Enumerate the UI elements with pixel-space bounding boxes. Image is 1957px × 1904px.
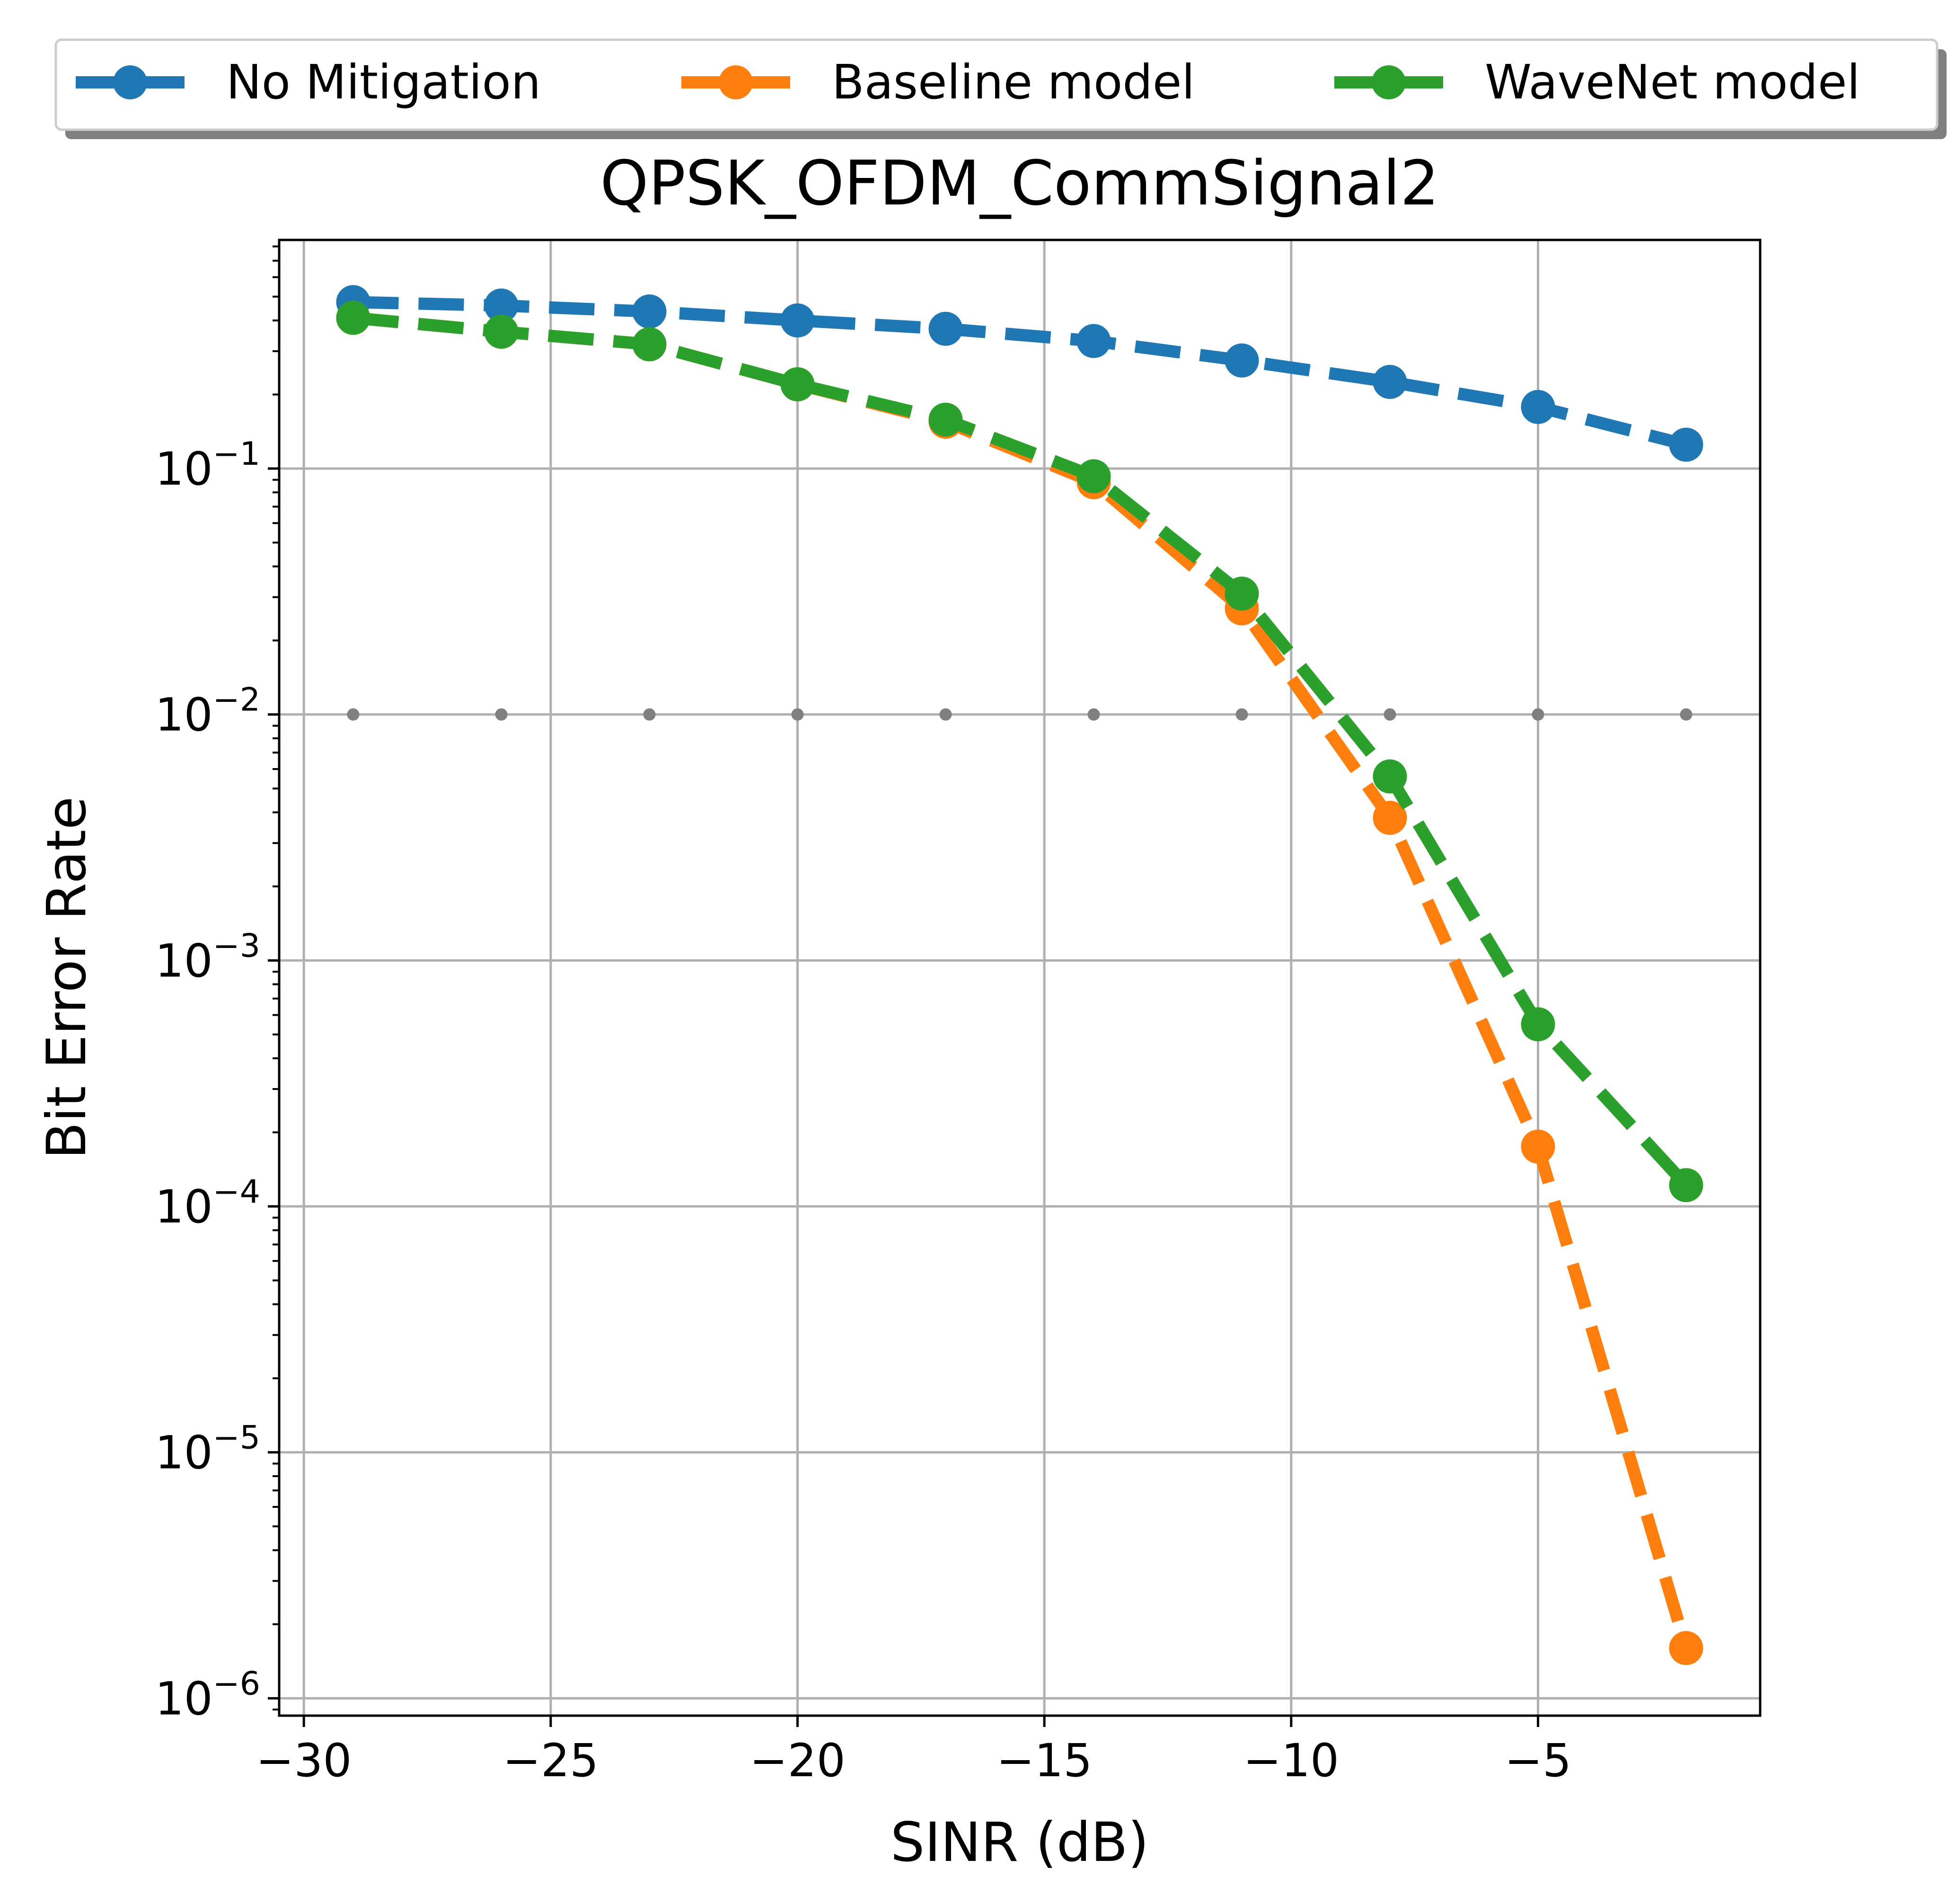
legend-entry: No Mitigation (76, 54, 541, 110)
y-tick-label: 10−3 (155, 927, 260, 987)
data-point (1521, 1129, 1555, 1164)
legend-label: No Mitigation (226, 54, 541, 110)
series-line (353, 311, 1691, 1189)
y-tick-label: 10−5 (155, 1419, 260, 1479)
data-point (780, 303, 815, 338)
grid (279, 240, 1760, 1716)
data-point (1521, 1007, 1555, 1042)
data-point (1669, 1168, 1703, 1203)
data-point (336, 301, 370, 335)
data-point (1225, 343, 1259, 378)
data-point (1669, 1631, 1703, 1665)
data-point (1225, 576, 1259, 611)
data-point (780, 367, 815, 402)
x-tick-label: −5 (1505, 1734, 1572, 1787)
y-tick-label: 10−2 (155, 682, 260, 742)
legend-marker (719, 65, 753, 99)
reference-point (1384, 708, 1396, 721)
series-no-mitigation (336, 285, 1703, 462)
series-line (353, 296, 1688, 451)
data-point (484, 288, 519, 323)
reference-point (495, 708, 508, 721)
y-tick-label: 10−4 (155, 1173, 260, 1233)
y-tick-label: 10−6 (155, 1665, 260, 1725)
y-axis-label: Bit Error Rate (35, 797, 98, 1159)
data-point (1669, 427, 1703, 462)
data-point (928, 402, 963, 437)
x-tick-label: −20 (749, 1734, 846, 1787)
data-point (928, 311, 963, 346)
data-point (484, 314, 519, 349)
reference-point (347, 708, 360, 721)
data-point (1373, 364, 1407, 399)
data-point (632, 327, 667, 362)
reference-point (791, 708, 804, 721)
x-axis-label: SINR (dB) (890, 1811, 1149, 1874)
legend-marker (1372, 65, 1406, 99)
legend-label: Baseline model (832, 54, 1195, 110)
x-tick-label: −25 (503, 1734, 599, 1787)
plot-series (336, 285, 1703, 1665)
legend: No Mitigation Baseline model WaveNet model (54, 38, 1947, 139)
reference-point (939, 708, 952, 721)
reference-markers (347, 708, 1693, 721)
reference-point (1235, 708, 1248, 721)
legend-marker (113, 65, 147, 99)
reference-point (643, 708, 656, 721)
data-point (1076, 324, 1111, 358)
data-point (1373, 801, 1407, 835)
axis-ticks: −30 −25 −20 −15 −10 −5 10−6 10−5 10−4 10−3 10−2 10−… (155, 245, 1572, 1787)
data-point (632, 294, 667, 329)
legend-entry: Baseline model (681, 54, 1195, 110)
series-wavenet-model (336, 301, 1703, 1203)
legend-label: WaveNet model (1485, 54, 1860, 110)
legend-box (54, 38, 1939, 131)
chart-title: QPSK_OFDM_CommSignal2 (600, 147, 1439, 219)
data-point (1373, 759, 1407, 794)
data-point (1076, 459, 1111, 494)
reference-point (1532, 708, 1544, 721)
x-tick-label: −30 (256, 1734, 352, 1787)
x-tick-label: −15 (996, 1734, 1093, 1787)
reference-point (1680, 708, 1693, 721)
legend-entry: WaveNet model (1334, 54, 1860, 110)
y-tick-label: 10−1 (155, 435, 260, 496)
x-tick-label: −10 (1243, 1734, 1340, 1787)
reference-point (1087, 708, 1100, 721)
plot-frame (278, 239, 1762, 1717)
data-point (1521, 390, 1555, 424)
